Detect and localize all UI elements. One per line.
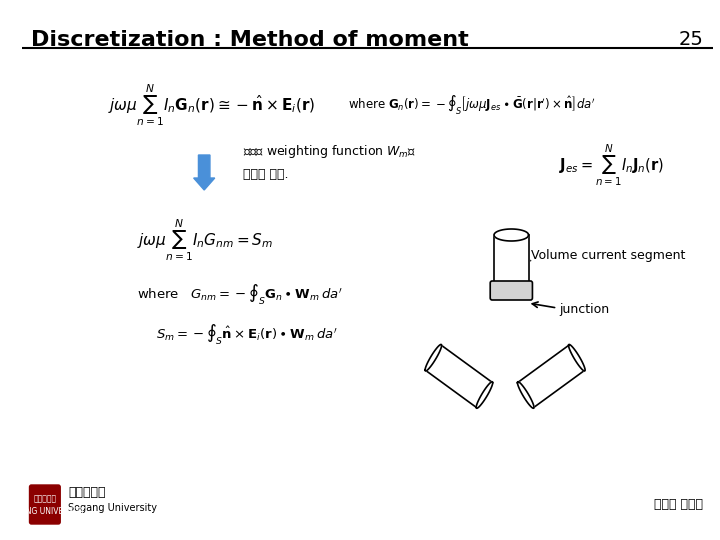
Polygon shape	[569, 345, 585, 371]
Text: $\mathbf{J}_{es}=\sum_{n=1}^{N}I_n\mathbf{J}_n(\mathbf{r})$: $\mathbf{J}_{es}=\sum_{n=1}^{N}I_n\mathb…	[559, 143, 665, 187]
Text: where   $G_{nm}=-\oint_{S}\mathbf{G}_n\bullet\mathbf{W}_m\,da'$: where $G_{nm}=-\oint_{S}\mathbf{G}_n\bul…	[137, 282, 343, 307]
Polygon shape	[476, 382, 492, 408]
Text: Discretization : Method of moment: Discretization : Method of moment	[32, 30, 469, 50]
Polygon shape	[494, 229, 528, 241]
Text: 서강대학교
SOGANG UNIVERSITY: 서강대학교 SOGANG UNIVERSITY	[4, 494, 85, 516]
Polygon shape	[518, 346, 585, 407]
Text: 전자파 연구실: 전자파 연구실	[654, 498, 703, 511]
Text: Volume current segment: Volume current segment	[531, 248, 685, 261]
Text: 서강대학교: 서강대학교	[68, 485, 105, 498]
FancyBboxPatch shape	[30, 485, 60, 524]
FancyArrow shape	[194, 155, 215, 190]
Text: where $\mathbf{G}_n(\mathbf{r})=-\oint_{S}\left[j\omega\mu\mathbf{J}_{es}\bullet: where $\mathbf{G}_n(\mathbf{r})=-\oint_{…	[348, 93, 596, 117]
Text: junction: junction	[559, 303, 609, 316]
Polygon shape	[518, 382, 534, 408]
Polygon shape	[425, 346, 492, 407]
Polygon shape	[425, 345, 441, 371]
Text: Sogang University: Sogang University	[68, 503, 157, 513]
Text: $j\omega\mu\sum_{n=1}^{N}I_nG_{nm}=S_m$: $j\omega\mu\sum_{n=1}^{N}I_nG_{nm}=S_m$	[137, 217, 274, 263]
Text: $S_m=-\oint_{S}\hat{\mathbf{n}}\times\mathbf{E}_i(\mathbf{r})\bullet\mathbf{W}_m: $S_m=-\oint_{S}\hat{\mathbf{n}}\times\ma…	[156, 322, 338, 347]
Text: 양변에 weighting function $W_m$을
곱하고 적분.: 양변에 weighting function $W_m$을 곱하고 적분.	[243, 143, 416, 181]
Polygon shape	[494, 235, 528, 290]
Text: $j\omega\mu\sum_{n=1}^{N}I_n\mathbf{G}_n(\mathbf{r})\cong-\hat{\mathbf{n}}\times: $j\omega\mu\sum_{n=1}^{N}I_n\mathbf{G}_n…	[108, 82, 315, 128]
FancyBboxPatch shape	[490, 281, 532, 300]
Text: 25: 25	[678, 30, 703, 49]
